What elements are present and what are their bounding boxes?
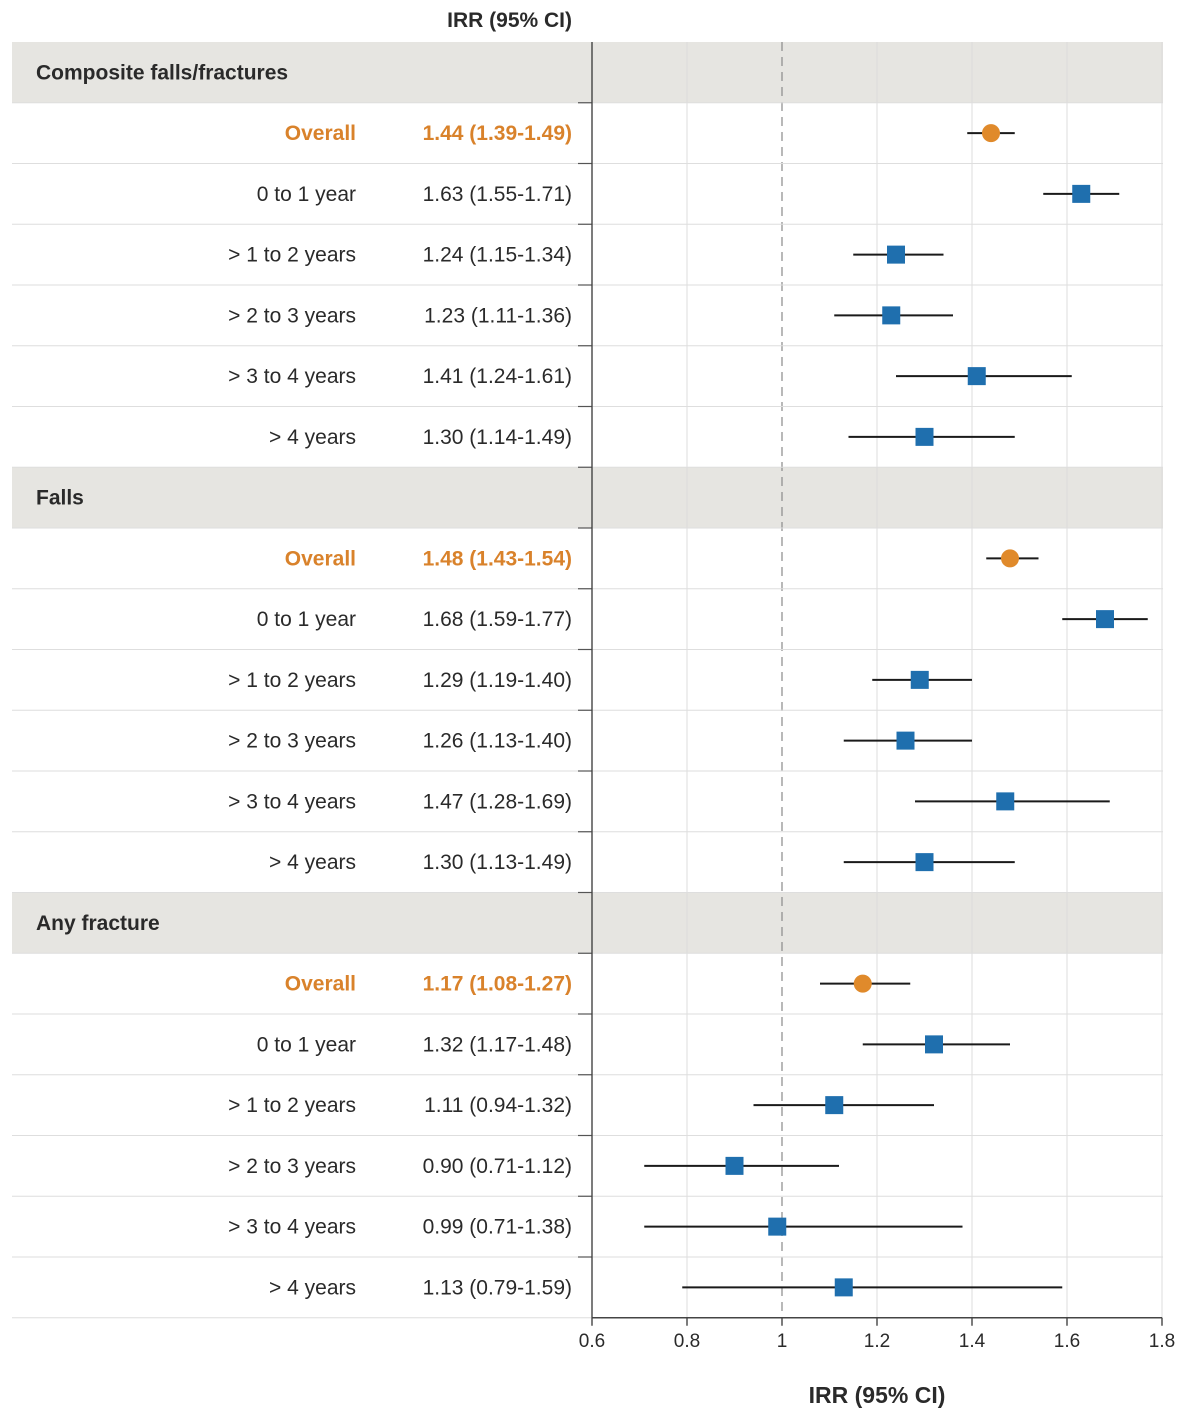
ci-value-label: 0.99 (0.71-1.38) xyxy=(423,1216,572,1239)
group-band xyxy=(12,892,1163,954)
ci-value-label: 1.30 (1.13-1.49) xyxy=(423,851,572,874)
ci-value-label: 0.90 (0.71-1.12) xyxy=(423,1155,572,1178)
group-label: Composite falls/fractures xyxy=(36,61,288,84)
subgroup-label: > 3 to 4 years xyxy=(228,1216,356,1239)
subgroup-point xyxy=(925,1035,943,1054)
subgroup-point xyxy=(915,853,934,872)
x-tick-label: 1.6 xyxy=(1054,1331,1080,1352)
ci-value-label: 1.24 (1.15-1.34) xyxy=(423,244,572,267)
data-marks xyxy=(644,124,1148,1297)
x-axis: 0.6 0.8 1 1.2 1.4 1.6 1.8 xyxy=(579,1317,1175,1352)
subgroup-label: 0 to 1 year xyxy=(257,608,356,631)
subgroup-label: 0 to 1 year xyxy=(257,183,356,206)
ci-value-label: 1.48 (1.43-1.54) xyxy=(423,547,572,570)
ci-value-label: 1.23 (1.11-1.36) xyxy=(424,304,572,327)
group-bands xyxy=(12,42,1163,954)
subgroup-label: > 1 to 2 years xyxy=(228,669,356,692)
group-band xyxy=(12,467,1163,528)
group-label: Falls xyxy=(36,487,84,510)
ci-value-label: 1.29 (1.19-1.40) xyxy=(423,669,572,692)
subgroup-point xyxy=(915,427,934,446)
ci-value-label: 1.47 (1.28-1.69) xyxy=(423,790,572,813)
subgroup-label: > 1 to 2 years xyxy=(228,1094,356,1117)
overall-label: Overall xyxy=(285,122,356,145)
ci-value-label: 1.32 (1.17-1.48) xyxy=(423,1033,572,1056)
subgroup-label: > 4 years xyxy=(269,426,356,449)
ci-value-label: 1.44 (1.39-1.49) xyxy=(423,122,572,145)
x-tick-label: 1.8 xyxy=(1149,1331,1175,1352)
ci-value-label: 1.13 (0.79-1.59) xyxy=(423,1276,572,1299)
subgroup-label: > 2 to 3 years xyxy=(228,730,356,753)
ci-value-label: 1.17 (1.08-1.27) xyxy=(423,973,572,996)
ci-value-label: 1.11 (0.94-1.32) xyxy=(424,1094,572,1117)
overall-point xyxy=(1001,549,1019,568)
subgroup-label: > 3 to 4 years xyxy=(228,365,356,388)
x-tick-label: 0.8 xyxy=(674,1331,700,1352)
subgroup-label: > 2 to 3 years xyxy=(228,1155,356,1178)
x-tick-label: 1.2 xyxy=(864,1331,890,1352)
column-header: IRR (95% CI) xyxy=(447,9,572,32)
row-dividers xyxy=(12,42,1163,1319)
subgroup-point xyxy=(896,731,915,750)
overall-point xyxy=(853,974,872,993)
subgroup-point xyxy=(1096,610,1114,629)
ci-value-label: 1.26 (1.13-1.40) xyxy=(423,730,572,753)
subgroup-label: > 3 to 4 years xyxy=(228,790,356,813)
subgroup-point xyxy=(834,1278,853,1297)
subgroup-label: > 1 to 2 years xyxy=(228,244,356,267)
x-axis-title: IRR (95% CI) xyxy=(809,1382,946,1408)
x-tick-label: 1 xyxy=(777,1331,788,1352)
subgroup-label: > 2 to 3 years xyxy=(228,304,356,327)
table-text: Composite falls/fractures Overall 1.44 (1.… xyxy=(36,61,572,1299)
subgroup-label: 0 to 1 year xyxy=(257,1033,356,1056)
subgroup-label: > 4 years xyxy=(269,851,356,874)
overall-point xyxy=(982,124,1000,143)
ci-value-label: 1.41 (1.24-1.61) xyxy=(423,365,572,388)
x-tick-label: 0.6 xyxy=(579,1331,605,1352)
x-tick-label: 1.4 xyxy=(959,1331,986,1352)
subgroup-point xyxy=(768,1217,787,1236)
ci-value-label: 1.68 (1.59-1.77) xyxy=(423,608,572,631)
subgroup-point xyxy=(996,792,1015,811)
ci-value-label: 1.63 (1.55-1.71) xyxy=(423,183,572,206)
subgroup-point xyxy=(910,670,929,689)
subgroup-label: > 4 years xyxy=(269,1276,356,1299)
subgroup-point xyxy=(825,1096,844,1115)
subgroup-point xyxy=(882,306,901,325)
overall-label: Overall xyxy=(285,547,356,570)
subgroup-point xyxy=(725,1156,744,1175)
ci-value-label: 1.30 (1.14-1.49) xyxy=(423,426,572,449)
subgroup-point xyxy=(887,245,905,264)
subgroup-point xyxy=(967,367,986,386)
group-band xyxy=(12,42,1163,103)
overall-label: Overall xyxy=(285,973,356,996)
group-label: Any fracture xyxy=(36,912,160,935)
subgroup-point xyxy=(1072,184,1091,203)
